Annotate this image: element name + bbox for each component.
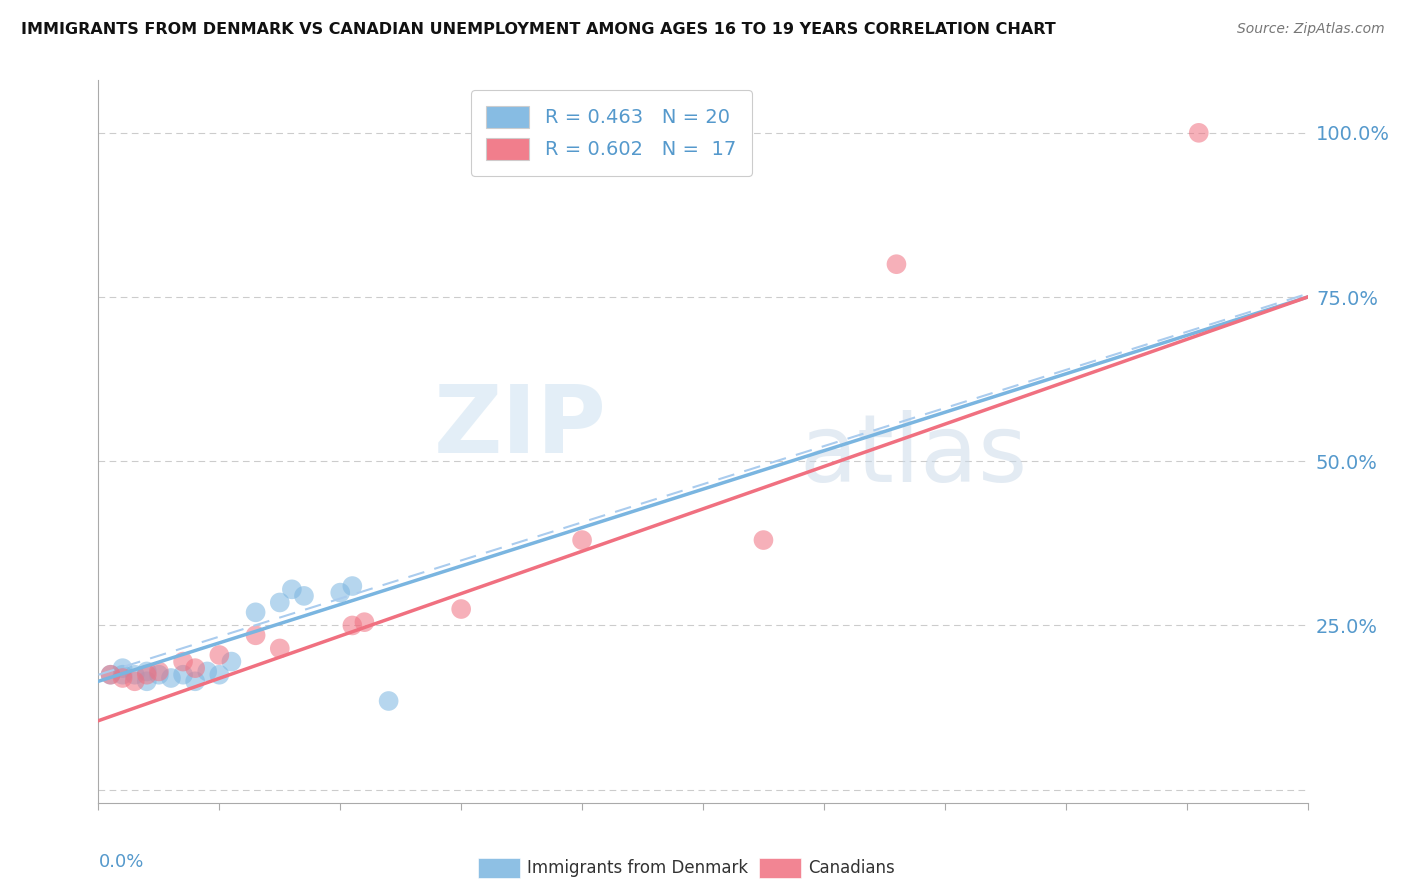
- Point: [245, 605, 267, 619]
- Point: [184, 661, 207, 675]
- Point: [269, 641, 291, 656]
- Point: [124, 674, 146, 689]
- Point: [329, 585, 352, 599]
- Point: [100, 667, 122, 681]
- Point: [208, 667, 231, 681]
- Point: [752, 533, 775, 547]
- Point: [135, 674, 157, 689]
- Point: [450, 602, 472, 616]
- Point: [160, 671, 183, 685]
- Point: [111, 667, 134, 681]
- Point: [184, 674, 207, 689]
- Point: [195, 665, 218, 679]
- Point: [124, 667, 146, 681]
- Text: ZIP: ZIP: [433, 381, 606, 473]
- Point: [172, 667, 194, 681]
- Point: [377, 694, 399, 708]
- Text: Immigrants from Denmark: Immigrants from Denmark: [527, 859, 748, 877]
- Point: [571, 533, 593, 547]
- Text: Source: ZipAtlas.com: Source: ZipAtlas.com: [1237, 22, 1385, 37]
- Legend: R = 0.463   N = 20, R = 0.602   N =  17: R = 0.463 N = 20, R = 0.602 N = 17: [471, 90, 752, 176]
- Point: [111, 661, 134, 675]
- Point: [100, 667, 122, 681]
- Point: [281, 582, 304, 597]
- Point: [292, 589, 315, 603]
- Point: [221, 655, 243, 669]
- Point: [135, 665, 157, 679]
- Point: [342, 579, 364, 593]
- Point: [269, 595, 291, 609]
- Point: [353, 615, 375, 630]
- Text: atlas: atlas: [800, 410, 1028, 502]
- Point: [208, 648, 231, 662]
- Text: 0.0%: 0.0%: [98, 854, 143, 871]
- Point: [245, 628, 267, 642]
- Point: [135, 667, 157, 681]
- Point: [172, 655, 194, 669]
- Point: [886, 257, 908, 271]
- Point: [1188, 126, 1211, 140]
- Point: [148, 665, 170, 679]
- Point: [148, 667, 170, 681]
- Text: IMMIGRANTS FROM DENMARK VS CANADIAN UNEMPLOYMENT AMONG AGES 16 TO 19 YEARS CORRE: IMMIGRANTS FROM DENMARK VS CANADIAN UNEM…: [21, 22, 1056, 37]
- Point: [342, 618, 364, 632]
- Point: [111, 671, 134, 685]
- Text: Canadians: Canadians: [808, 859, 896, 877]
